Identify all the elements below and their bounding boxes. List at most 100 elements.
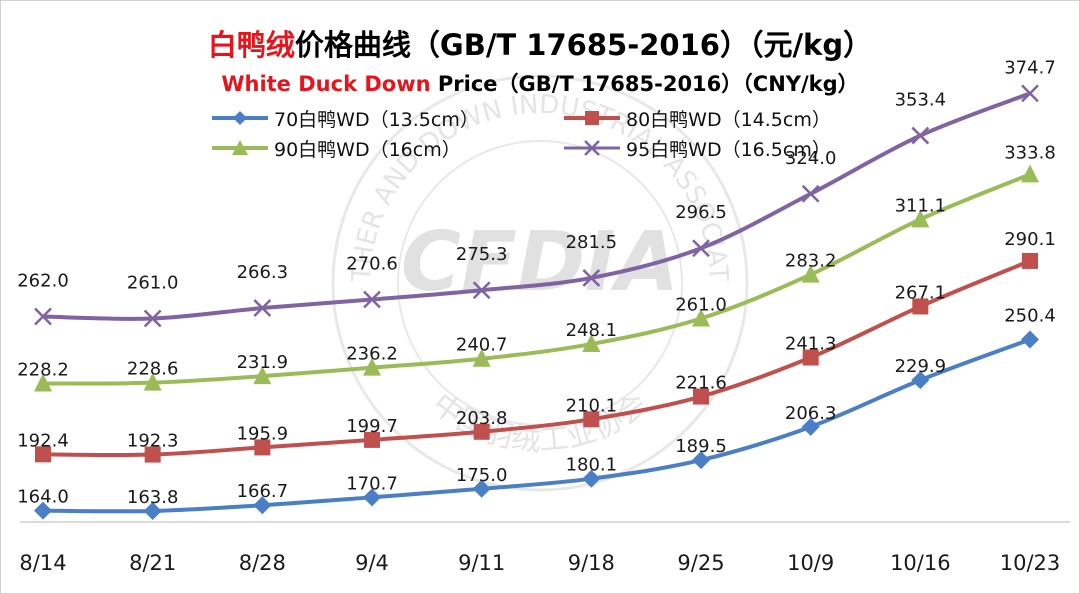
marker-95-8-21 [143, 309, 162, 328]
chart-subtitle: White Duck Down Price（GB/T 17685-2016）（C… [0, 68, 1080, 98]
legend-item-70: 70白鸭WD（13.5cm） [210, 104, 479, 132]
legend-label-95: 95白鸭WD（16.5cm） [626, 138, 831, 161]
marker-90-9-4 [363, 357, 381, 376]
data-label-80-8-14: 192.4 [17, 430, 69, 451]
marker-80-10-16 [912, 298, 929, 315]
legend-swatch-70 [212, 111, 268, 125]
x-tick-9-4: 9/4 [355, 551, 389, 575]
marker-95-10-16 [911, 126, 930, 145]
marker-90-8-21 [143, 372, 162, 391]
x-tick-10-9: 10/9 [787, 551, 834, 575]
marker-95-9-11 [472, 281, 491, 300]
marker-80-10-9 [802, 349, 819, 366]
legend-item-95: 95白鸭WD（16.5cm） [562, 134, 831, 162]
data-label-80-9-18: 210.1 [566, 395, 618, 416]
data-labels: 164.0 163.8 166.7 170.7 175.0 180.1 189.5 206.3… [17, 57, 1056, 508]
subtitle-highlight: White Duck Down [221, 72, 431, 96]
series-line-70 [42, 337, 1031, 514]
x-tick-8-14: 8/14 [19, 551, 66, 575]
data-label-80-9-11: 203.8 [456, 408, 508, 429]
data-label-80-10-23: 290.1 [1004, 229, 1056, 250]
data-label-70-9-4: 170.7 [346, 473, 398, 494]
x-tick-8-21: 8/21 [129, 551, 176, 575]
data-label-70-9-11: 175.0 [456, 465, 508, 486]
data-label-95-9-18: 281.5 [566, 232, 618, 253]
data-label-70-10-9: 206.3 [785, 403, 837, 424]
legend-swatch-80 [564, 111, 620, 125]
chart-title: 白鸭绒价格曲线（GB/T 17685-2016）（元/kg） [0, 22, 1080, 64]
data-label-80-9-25: 221.6 [675, 373, 727, 394]
marker-70-9-11 [472, 479, 491, 498]
series-line-90 [42, 172, 1031, 386]
marker-95-10-9 [801, 184, 820, 203]
marker-80-8-28 [254, 439, 271, 456]
marker-95-9-4 [363, 290, 381, 309]
data-label-90-8-28: 231.9 [237, 352, 289, 373]
data-label-70-9-18: 180.1 [566, 455, 618, 476]
data-label-70-8-21: 163.8 [127, 487, 179, 508]
subtitle-rest: Price（GB/T 17685-2016）（CNY/kg） [430, 72, 859, 96]
data-label-90-9-25: 261.0 [675, 295, 727, 316]
marker-70-10-16 [911, 371, 930, 390]
data-label-90-10-23: 333.8 [1004, 142, 1056, 163]
data-label-95-9-4: 270.6 [346, 254, 398, 275]
data-label-90-9-18: 248.1 [566, 320, 618, 341]
marker-95-10-23 [1021, 84, 1039, 103]
x-tick-8-28: 8/28 [239, 551, 286, 575]
legend: 70白鸭WD（13.5cm） 80白鸭WD（14.5cm） 90白鸭WD（16c… [210, 104, 870, 164]
marker-90-9-25 [692, 308, 710, 327]
data-label-70-10-23: 250.4 [1004, 306, 1056, 327]
data-label-95-8-21: 261.0 [127, 273, 179, 294]
marker-80-8-21 [144, 446, 161, 463]
x-tick-9-25: 9/25 [677, 551, 724, 575]
legend-label-80: 80白鸭WD（14.5cm） [626, 108, 831, 131]
data-label-80-8-21: 192.3 [127, 431, 179, 452]
marker-80-8-14 [35, 446, 51, 463]
marker-70-9-18 [582, 469, 601, 488]
data-label-90-10-16: 311.1 [895, 195, 947, 216]
x-tick-9-18: 9/18 [568, 551, 615, 575]
legend-swatch-95 [564, 140, 620, 156]
marker-90-9-11 [472, 348, 491, 367]
data-label-90-8-14: 228.2 [17, 359, 69, 380]
data-label-70-8-28: 166.7 [237, 481, 289, 502]
data-label-95-10-9: 324.0 [785, 148, 837, 169]
marker-95-8-28 [253, 299, 272, 317]
marker-90-10-9 [801, 264, 820, 283]
data-label-95-10-16: 353.4 [895, 90, 947, 111]
data-label-80-8-28: 195.9 [237, 423, 289, 444]
marker-70-10-23 [1021, 330, 1039, 349]
marker-70-10-9 [801, 417, 820, 436]
marker-80-9-25 [693, 388, 709, 405]
data-label-70-9-25: 189.5 [675, 436, 727, 457]
marker-90-10-23 [1021, 164, 1039, 183]
x-tick-9-11: 9/11 [458, 551, 505, 575]
series-line-80 [42, 259, 1031, 458]
marker-80-9-4 [364, 431, 380, 448]
marker-80-10-23 [1022, 252, 1038, 269]
series-markers [34, 84, 1039, 520]
marker-80-9-11 [473, 423, 490, 440]
x-tick-10-23: 10/23 [1000, 551, 1061, 575]
title-rest: 价格曲线（GB/T 17685-2016）（元/kg） [294, 28, 873, 62]
marker-90-9-18 [582, 334, 601, 353]
marker-90-10-16 [911, 209, 930, 228]
data-label-80-9-4: 199.7 [346, 416, 398, 437]
marker-95-9-18 [582, 269, 601, 287]
marker-70-8-28 [253, 496, 272, 515]
legend-item-90: 90白鸭WD（16cm） [210, 134, 461, 162]
legend-label-70: 70白鸭WD（13.5cm） [274, 108, 479, 131]
marker-70-8-21 [143, 501, 162, 520]
legend-item-80: 80白鸭WD（14.5cm） [562, 104, 831, 132]
data-label-95-10-23: 374.7 [1004, 57, 1056, 78]
marker-80-9-18 [583, 411, 600, 428]
x-tick-labels: 8/14 8/21 8/28 9/4 9/11 9/18 9/25 10/9 10/16 10/2… [19, 551, 1060, 575]
data-label-90-9-11: 240.7 [456, 335, 508, 356]
series-line-95 [42, 91, 1031, 321]
data-label-80-10-16: 267.1 [895, 282, 947, 303]
marker-95-8-14 [34, 307, 52, 326]
title-highlight: 白鸭绒 [207, 28, 295, 62]
marker-90-8-14 [34, 373, 52, 392]
